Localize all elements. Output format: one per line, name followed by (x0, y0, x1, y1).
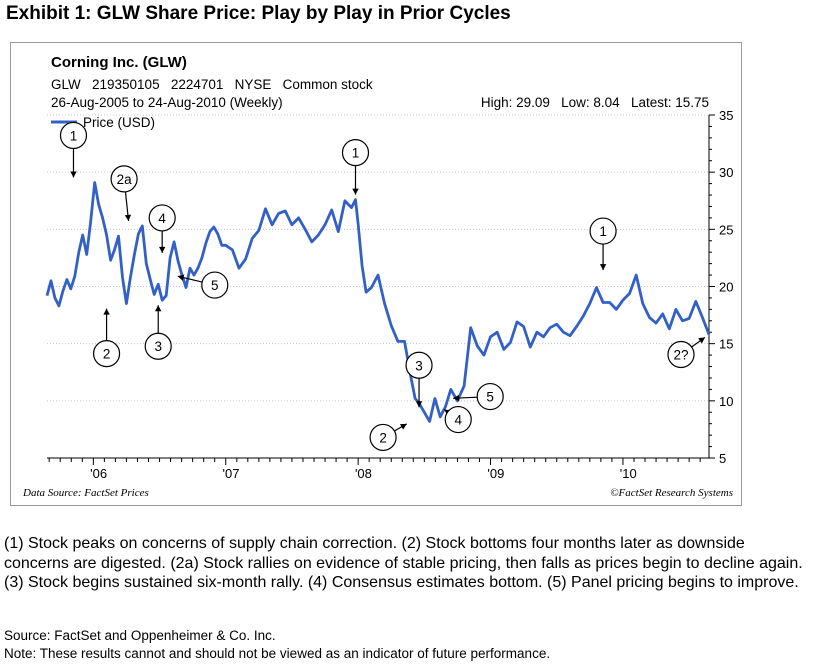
annotation-label: 3 (415, 358, 423, 373)
x-tick-label: '06 (90, 466, 107, 481)
annotation-arrowhead (70, 171, 77, 178)
annotation-arrowhead (415, 401, 423, 408)
annotation-callout: 3 (144, 305, 172, 360)
annotation-circle (59, 121, 88, 150)
annotation-circle (148, 204, 176, 232)
y-tick-label: 5 (719, 451, 726, 466)
price-stats: High: 29.09 Low: 8.04 Latest: 15.75 (481, 95, 709, 110)
security-details: GLW 219350105 2224701 NYSE Common stock (51, 77, 373, 92)
y-tick-label: 20 (719, 280, 733, 295)
annotation-circle (405, 351, 433, 379)
y-tick-label: 30 (719, 165, 733, 180)
grid-lines (47, 114, 709, 402)
annotation-arrowhead (599, 264, 607, 271)
data-source: Data Source: FactSet Prices (22, 487, 149, 499)
x-tick-label: '10 (620, 466, 637, 481)
annotation-label: 4 (454, 413, 462, 428)
annotation-circle (144, 332, 172, 360)
annotation-callout: 2 (92, 308, 121, 368)
annotation-label: 2a (117, 172, 133, 187)
annotation-label: 3 (154, 339, 162, 354)
annotation-circle (201, 271, 229, 299)
chart-frame: Corning Inc. (GLW) GLW 219350105 2224701… (10, 42, 742, 506)
annotation-label: 2 (103, 347, 111, 362)
price-line (45, 181, 711, 423)
annotation-callout: 4 (148, 204, 176, 253)
copyright: ©FactSet Research Systems (610, 487, 733, 499)
company-name: Corning Inc. (GLW) (51, 54, 187, 71)
annotation-arrowhead (352, 188, 359, 195)
annotation-arrowhead (698, 337, 705, 344)
series-group (45, 181, 711, 423)
annotation-callout: 3 (405, 351, 433, 408)
annotation-label: 4 (158, 211, 166, 226)
annotation-callout: 1 (589, 217, 617, 271)
annotation-arrowhead (158, 246, 166, 253)
x-tick-label: '07 (223, 466, 240, 481)
annotation-circle (92, 340, 121, 368)
x-tick-label: '09 (487, 466, 504, 481)
annotation-callout: 2 (369, 423, 408, 452)
annotation-callout: 1 (59, 121, 88, 178)
annotation-label: 2 (379, 430, 387, 445)
annotation-circle (369, 423, 397, 452)
annotation-circle (476, 382, 504, 411)
annotation-arrowhead (399, 423, 407, 430)
annotation-callout: 2? (667, 336, 706, 369)
annotation-callout: 1 (341, 139, 370, 195)
legend-label: Price (USD) (83, 115, 155, 130)
annotation-circle (444, 405, 472, 434)
annotation-label: 5 (486, 390, 494, 405)
annotation-callout: 2a (110, 165, 138, 221)
annotation-callout: 5 (453, 382, 504, 411)
annotation-label: 1 (70, 128, 78, 143)
annotation-label: 2? (673, 348, 688, 363)
annotation-callout: 4 (443, 405, 472, 434)
annotation-circle (110, 165, 138, 193)
annotation-circle (341, 139, 370, 167)
annotation-arrowhead (124, 214, 132, 221)
y-tick-label: 15 (719, 337, 733, 352)
annotation-callout: 5 (177, 271, 229, 299)
description: (1) Stock peaks on concerns of supply ch… (4, 535, 803, 591)
price-chart: Corning Inc. (GLW) GLW 219350105 2224701… (22, 54, 733, 499)
y-tick-label: 10 (719, 394, 733, 409)
y-tick-label: 25 (719, 222, 733, 237)
annotation-circle (667, 340, 695, 369)
annotations: 1 2a 2 4 3 5 1 3 2 4 5 1 2? (59, 121, 706, 452)
annotation-arrowhead (177, 274, 185, 281)
y-tick-label: 35 (719, 108, 733, 123)
date-range: 26-Aug-2005 to 24-Aug-2010 (Weekly) (51, 95, 283, 110)
annotation-circle (589, 217, 617, 245)
exhibit-title: Exhibit 1: GLW Share Price: Play by Play… (6, 3, 511, 24)
note-line: Note: These results cannot and should no… (4, 646, 551, 661)
annotation-arrowhead (155, 305, 162, 312)
annotation-arrowhead (453, 394, 460, 402)
annotation-label: 1 (352, 146, 360, 161)
annotation-label: 5 (211, 278, 219, 293)
source-line: Source: FactSet and Oppenheimer & Co. In… (4, 628, 276, 643)
x-tick-label: '08 (355, 466, 372, 481)
annotation-label: 1 (599, 224, 607, 239)
annotation-arrowhead (103, 308, 110, 315)
